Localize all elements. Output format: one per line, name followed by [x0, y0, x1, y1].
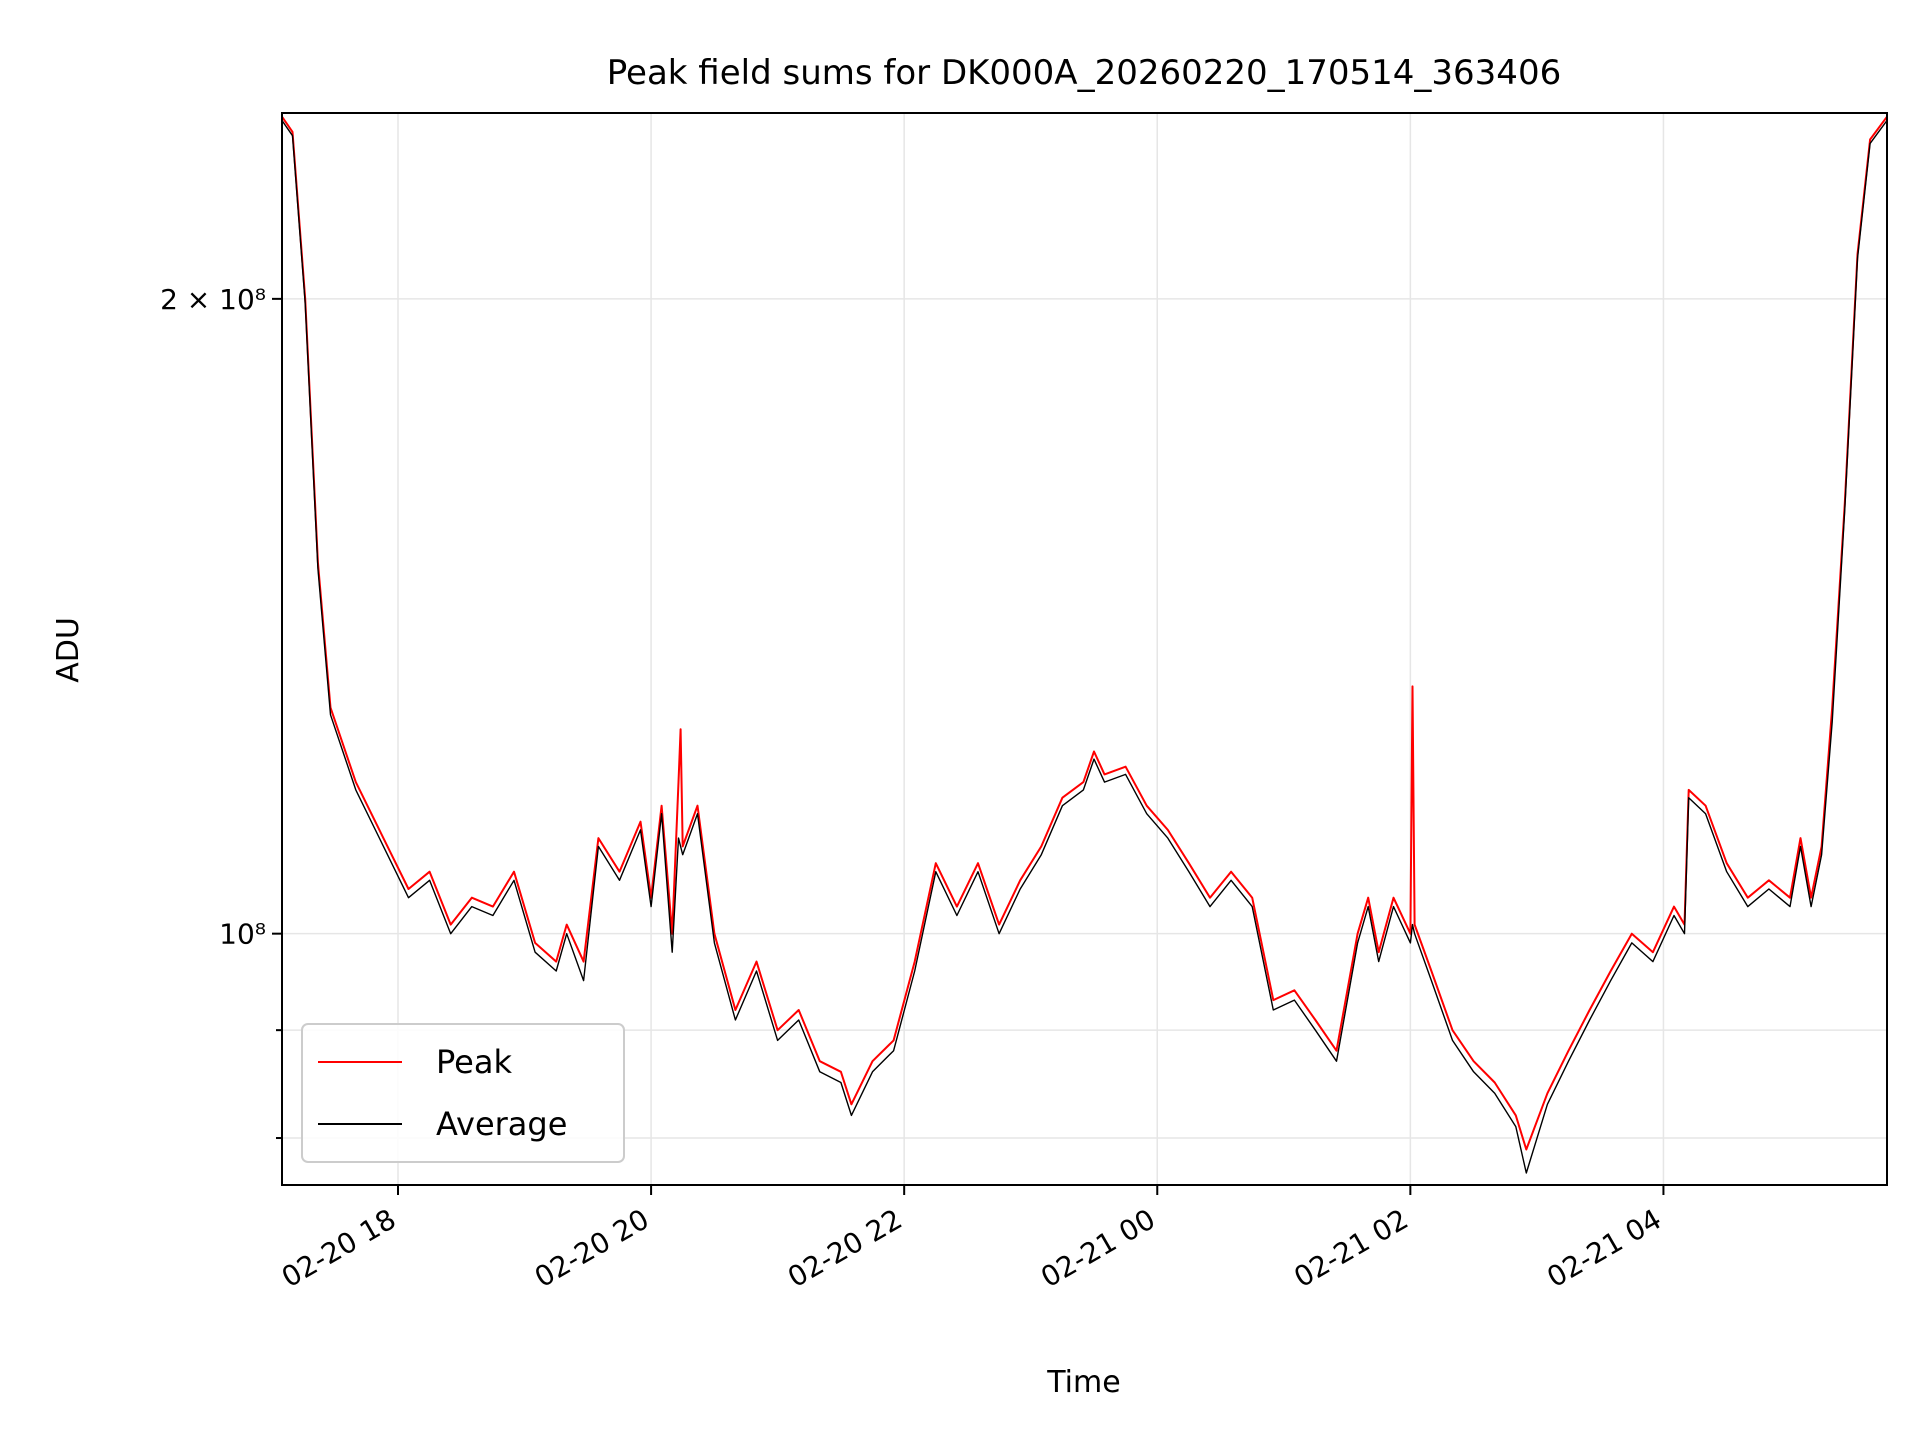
chart-title: Peak field sums for DK000A_20260220_1705…: [607, 53, 1561, 93]
legend-label: Peak: [436, 1043, 512, 1081]
x-tick-label: 02-20 20: [529, 1202, 655, 1294]
series-line-average: [281, 120, 1888, 1174]
x-tick-label: 02-21 00: [1035, 1202, 1161, 1294]
legend-label: Average: [436, 1105, 567, 1143]
y-tick-label: 10⁸: [219, 918, 266, 951]
y-tick-label: 2 × 10⁸: [160, 283, 266, 316]
x-axis-label: Time: [1046, 1365, 1120, 1400]
x-tick-label: 02-20 18: [276, 1202, 402, 1294]
legend: Peak Average: [301, 1023, 625, 1163]
x-tick-label: 02-20 22: [782, 1202, 908, 1294]
y-axis-label: ADU: [51, 617, 86, 683]
y-axis: 2 × 10⁸ 10⁸: [160, 283, 282, 1140]
series-line-peak: [281, 116, 1888, 1151]
x-axis: 02-20 18 02-20 20 02-20 22 02-21 00 02-21 02…: [276, 1185, 1667, 1294]
legend-box: [301, 1023, 625, 1163]
x-tick-label: 02-21 02: [1288, 1202, 1414, 1294]
x-tick-label: 02-21 04: [1541, 1202, 1667, 1294]
grid-lines: [282, 113, 1887, 1185]
series-lines: [281, 116, 1888, 1174]
plot-frame: [281, 112, 1888, 1186]
